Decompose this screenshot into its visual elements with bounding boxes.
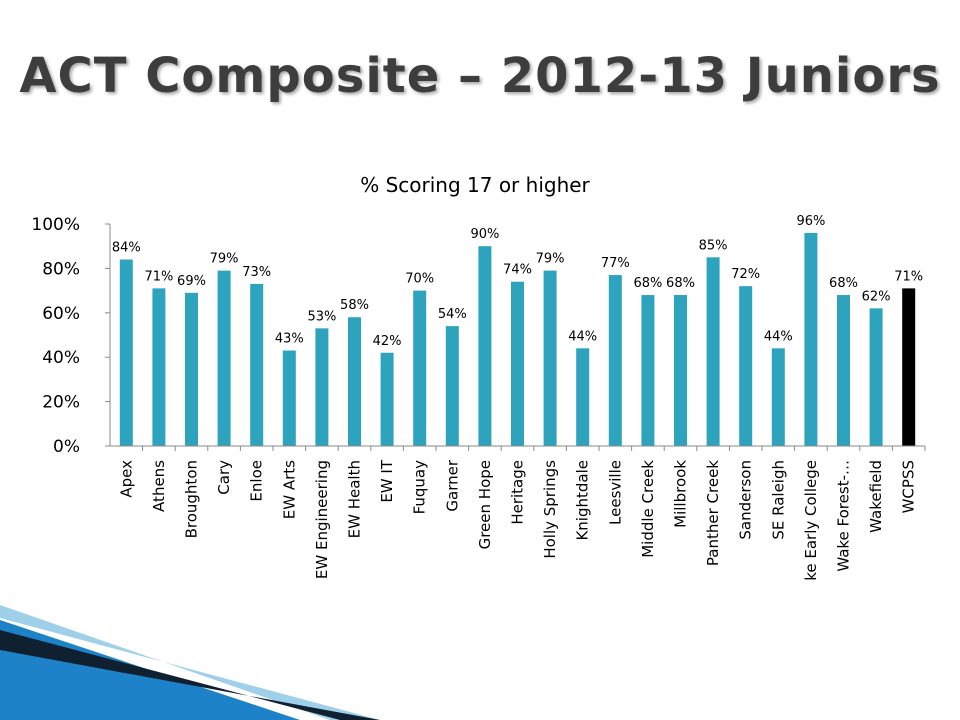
bar [478,246,492,446]
y-tick-label: 0% [53,437,80,457]
x-tick-label: Middle Creek [639,460,657,558]
bar [413,290,427,446]
bar-chart: % Scoring 17 or higher 0% 20% 40% 60% 80% 100… [31,173,926,580]
x-tick-label: Broughton [183,460,201,538]
bar [706,257,720,446]
x-tick-label: Sanderson [737,460,755,540]
y-tick-label: 60% [42,304,80,324]
y-tick-label: 80% [42,259,80,279]
bar-data-label: 53% [307,309,336,324]
y-tick-label: 100% [31,215,80,235]
x-tick-label: EW Arts [280,460,298,519]
bar [511,281,524,446]
bar [608,275,622,446]
x-tick-label: WCPSS [900,460,918,513]
bar [739,286,753,446]
bar [771,348,785,446]
bar-data-label: 69% [177,274,206,289]
bar [804,232,818,446]
corner-decoration [0,605,380,720]
x-tick-label: Cary [215,460,233,495]
bar-data-label: 68% [829,276,858,291]
bar-data-label: 72% [731,267,760,282]
bar-data-label: 74% [503,263,532,278]
x-tick-label: Fuquay [411,460,429,515]
chart-title: % Scoring 17 or higher [360,173,590,197]
bars-group: 84%71% 69%79%73%43%53%58%42%70%54%90%74%7… [112,214,923,446]
bar-data-label: 58% [340,298,369,313]
bar-data-label: 71% [894,269,923,284]
bar-data-label: 70% [405,272,434,287]
bar [185,292,198,446]
bar-data-label: 54% [438,307,467,322]
bar-data-label: 68% [666,276,695,291]
x-tick-label: SE Raleigh [769,460,787,540]
x-tick-label: Wakefield [867,460,885,533]
bar [282,350,296,446]
x-tick-label: Heritage [509,460,527,525]
bar [837,295,850,446]
bar-data-label: 42% [373,334,402,349]
bar-data-label: 62% [862,289,891,304]
bar [445,326,459,446]
bar [315,328,329,446]
x-tick-label: Apex [117,460,135,498]
y-axis: 0% 20% 40% 60% 80% 100% [31,215,111,457]
bar-data-label: 84% [112,241,141,256]
x-tick-label: Athens [150,460,168,512]
x-tick-label: Millbrook [672,460,690,528]
x-tick-label: Holly Springs [541,460,559,559]
x-tick-label: Enloe [248,460,266,502]
x-tick-label: EW IT [378,459,396,503]
bar-data-label: 85% [699,238,728,253]
bar [380,352,394,446]
bar [217,270,231,446]
x-tick-label: EW Health [346,460,364,538]
bar [576,348,590,446]
bar [543,270,557,446]
bar-data-label: 96% [796,214,825,229]
bar [250,283,264,446]
x-tick-label: Knightdale [574,460,592,541]
x-tick-label: Wake Early College [802,460,820,580]
bar [152,288,166,446]
bar [119,259,133,446]
y-tick-label: 40% [42,348,80,368]
bar [348,317,361,446]
x-tick-label: Leesville [606,460,624,525]
x-tick-label: EW Engineering [313,460,331,579]
bar [674,295,687,446]
bar [641,295,655,446]
x-axis: Apex Athens Broughton Cary Enloe EW Arts EW En… [110,445,926,580]
x-tick-label: Panther Creek [704,460,722,566]
bar-data-label: 73% [242,265,271,280]
bar-data-label: 79% [210,252,239,267]
bar-data-label: 68% [633,276,662,291]
bar-data-label: 90% [470,227,499,242]
bar-data-label: 43% [275,332,304,347]
bar-data-label: 77% [601,256,630,271]
y-tick-label: 20% [42,393,80,413]
slide-title: ACT Composite – 2012-13 Juniors [19,48,941,104]
x-tick-label: Green Hope [476,460,494,549]
bar-data-label: 44% [568,329,597,344]
bar-data-label: 79% [536,252,565,267]
bar [869,308,883,446]
bar-data-label: 71% [144,269,173,284]
x-tick-label: Wake Forest-… [835,460,853,572]
bar-data-label: 44% [764,329,793,344]
bar [902,288,916,446]
x-tick-label: Garner [443,459,461,511]
